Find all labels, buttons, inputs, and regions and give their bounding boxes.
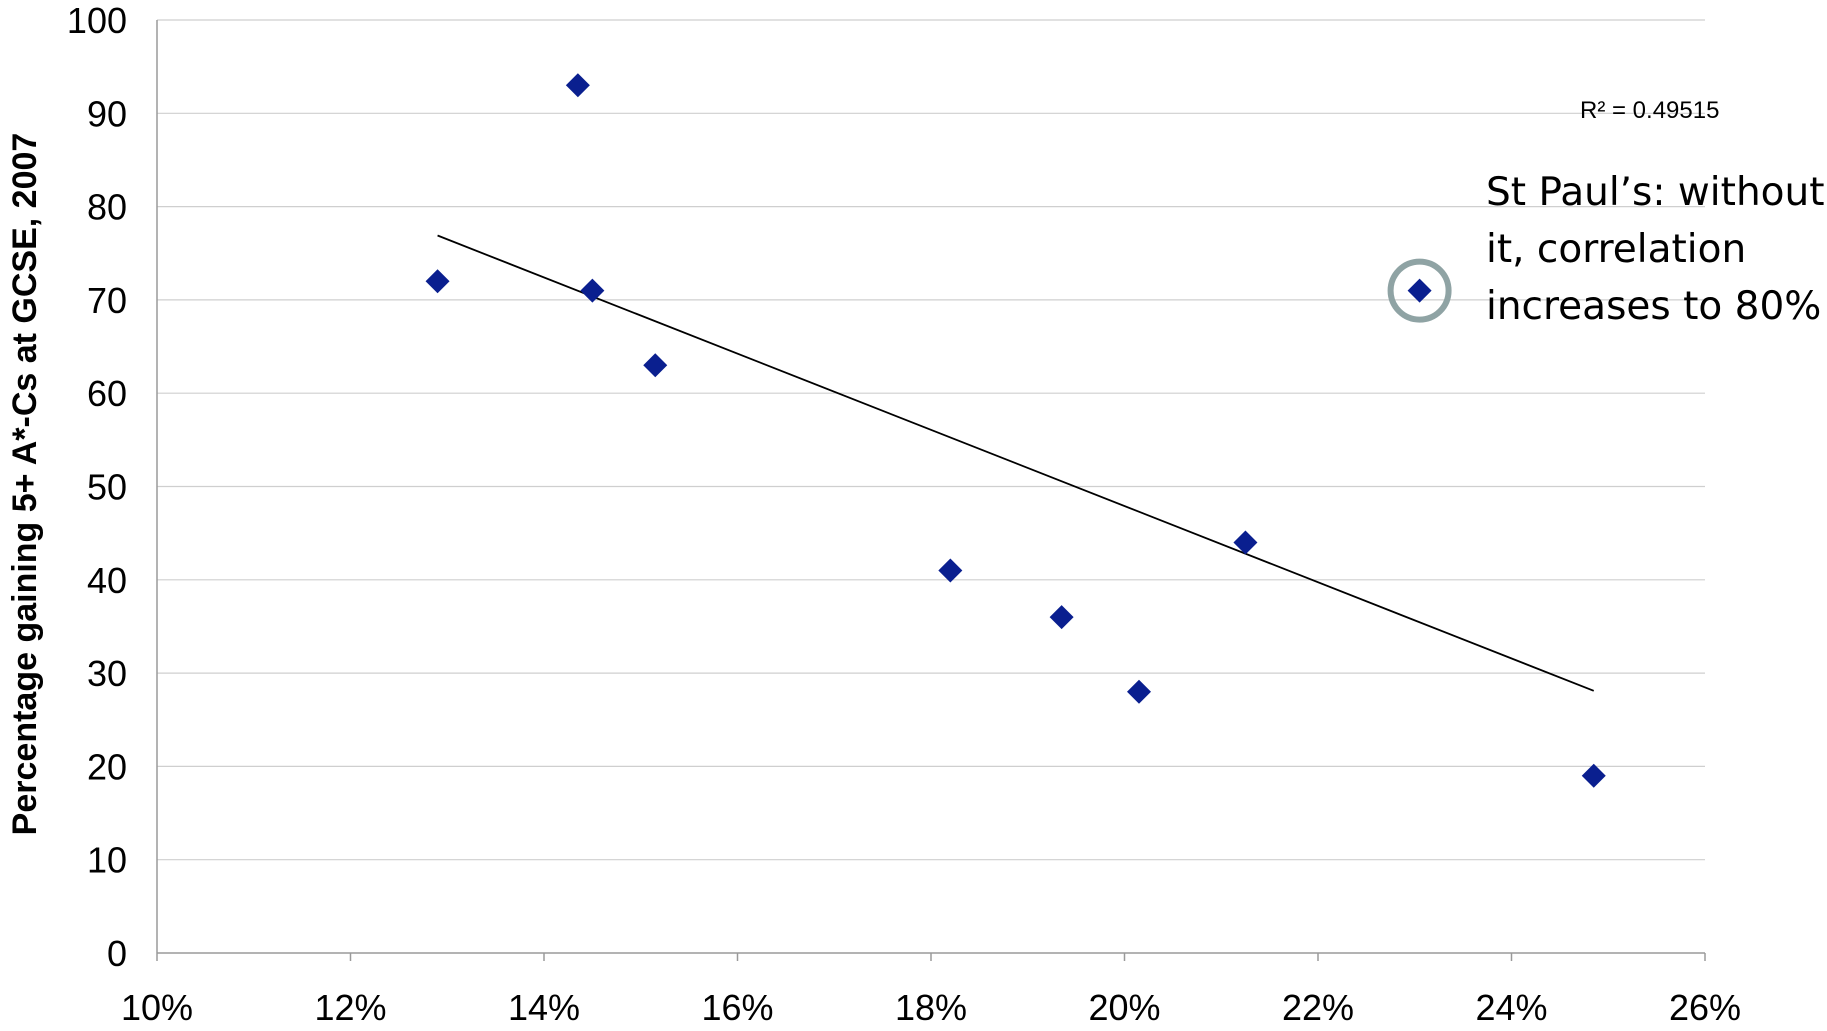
data-point — [1127, 679, 1152, 704]
trendline — [437, 234, 1595, 692]
data-point — [1581, 763, 1606, 788]
y-tick-label: 40 — [87, 560, 127, 601]
x-tick-labels: 10% 12% 14% 16% 18% 20% 22% 24% 26% — [121, 987, 1741, 1028]
annotation-line-1: St Paul’s: without — [1486, 170, 1825, 215]
x-tick-label: 16% — [701, 987, 773, 1026]
y-tick-label: 60 — [87, 373, 127, 414]
data-point — [1407, 278, 1432, 303]
highlight-group — [1387, 258, 1452, 323]
y-tick-label: 100 — [67, 0, 127, 41]
data-point — [938, 558, 963, 583]
y-tick-labels: 0 10 20 30 40 50 60 70 80 90 100 — [67, 0, 127, 974]
x-tick-label: 22% — [1282, 987, 1354, 1026]
y-tick-label: 10 — [87, 840, 127, 881]
y-tick-label: 30 — [87, 653, 127, 694]
data-point — [1233, 530, 1258, 555]
y-tick-label: 50 — [87, 467, 127, 508]
data-points — [425, 73, 1606, 788]
y-tick-label: 80 — [87, 187, 127, 228]
data-point — [425, 269, 450, 294]
axes — [156, 20, 1706, 961]
data-point — [643, 353, 668, 378]
annotation-line-2: it, correlation — [1486, 227, 1746, 272]
r-squared-label: R² = 0.49515 — [1580, 97, 1719, 124]
x-tick-label: 12% — [314, 987, 386, 1026]
trendline-group — [437, 234, 1595, 692]
y-tick-label: 0 — [107, 933, 127, 974]
annotation-line-3: increases to 80% — [1486, 284, 1821, 329]
y-axis-label: Percentage gaining 5+ A*-Cs at GCSE, 200… — [6, 133, 44, 836]
x-tick-label: 10% — [121, 987, 193, 1026]
x-tick-label: 26% — [1669, 987, 1741, 1026]
data-point — [580, 278, 605, 303]
gridlines — [157, 19, 1705, 861]
x-tick-label: 24% — [1475, 987, 1547, 1026]
data-point — [565, 73, 590, 98]
x-tick-label: 14% — [508, 987, 580, 1026]
highlight-circle — [1387, 258, 1452, 323]
x-tick-label: 18% — [895, 987, 967, 1026]
y-tick-label: 90 — [87, 93, 127, 134]
x-tick-label: 20% — [1088, 987, 1160, 1026]
y-tick-label: 70 — [87, 280, 127, 321]
y-tick-label: 20 — [87, 746, 127, 787]
data-point — [1049, 605, 1074, 630]
